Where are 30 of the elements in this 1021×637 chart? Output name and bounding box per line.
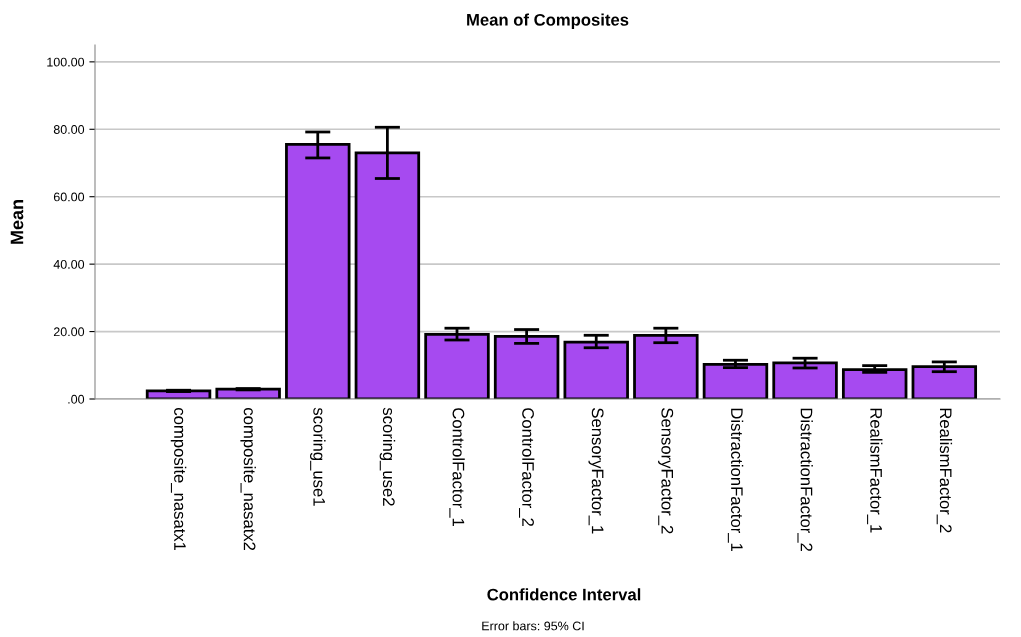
x-tick-label: composite_nasatx1: [170, 408, 187, 551]
bar: [772, 361, 838, 399]
x-axis-title: Confidence Interval: [487, 588, 641, 601]
bar: [911, 365, 978, 399]
x-tick-label: ControlFactor_2: [518, 408, 535, 526]
x-tick-label: RealismFactor_1: [867, 408, 883, 533]
y-tick-label: 40.00: [53, 259, 85, 269]
x-tick-label: SensoryFactor_2: [658, 408, 674, 534]
y-axis-title: Mean: [10, 200, 24, 244]
y-tick-label: 20.00: [53, 327, 85, 337]
x-tick-label: DistractionFactor_2: [797, 408, 813, 551]
text: Error bars: 95% CI: [482, 621, 584, 631]
x-tick-label: composite_nasatx2: [240, 408, 256, 551]
bar: [563, 340, 629, 399]
bar: [841, 368, 908, 399]
x-tick-label: scoring_use2: [379, 407, 396, 506]
y-tick-label: 60.00: [53, 192, 85, 202]
x-tick-label: ControlFactor_1: [449, 408, 465, 527]
x-tick-label: SensoryFactor_1: [588, 408, 604, 534]
y-tick-label: 100.00: [47, 57, 85, 67]
x-tick-label: DistractionFactor_1: [727, 408, 744, 552]
bar: [702, 362, 769, 399]
x-tick-label: scoring_use1: [310, 407, 326, 506]
y-tick-label: .00: [68, 394, 85, 404]
bar: [424, 332, 490, 399]
chart-title: Mean of Composites: [467, 13, 629, 30]
bar: [493, 334, 560, 399]
x-tick-label: RealismFactor_2: [936, 408, 953, 533]
y-tick-label: 80.00: [53, 125, 85, 134]
bar: [633, 333, 699, 399]
